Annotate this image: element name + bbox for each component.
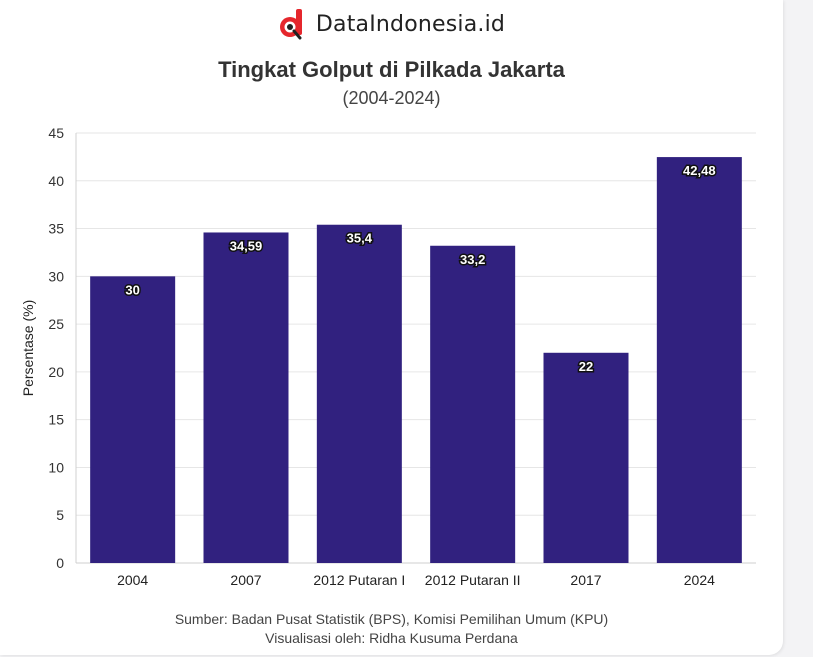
y-tick-label: 35 [48, 221, 64, 237]
x-tick-label: 2007 [230, 572, 261, 588]
data-label: 33,2 [460, 252, 485, 267]
bar [430, 245, 516, 563]
chart-title: Tingkat Golput di Pilkada Jakarta [218, 57, 565, 82]
data-label: 42,48 [683, 163, 716, 178]
y-tick-label: 40 [48, 173, 64, 189]
data-label: 35,4 [347, 231, 373, 246]
y-axis-title: Persentase (%) [20, 300, 36, 396]
y-tick-label: 10 [48, 459, 64, 475]
bar [90, 276, 176, 563]
y-tick-label: 5 [56, 507, 64, 523]
bar [656, 157, 742, 563]
data-label: 30 [125, 282, 139, 297]
x-tick-label: 2012 Putaran I [313, 572, 405, 588]
brand-header: DataIndonesia.id [0, 8, 783, 40]
source-note: Sumber: Badan Pusat Statistik (BPS), Kom… [174, 611, 609, 627]
data-label: 22 [579, 359, 593, 374]
x-tick-label: 2024 [684, 572, 715, 588]
dataindonesia-logo-icon [279, 9, 302, 40]
y-tick-label: 0 [56, 555, 64, 571]
y-tick-label: 30 [48, 268, 64, 284]
data-label: 34,59 [230, 238, 263, 253]
bar [203, 232, 289, 563]
bar-chart: 0 5 10 15 20 25 30 35 40 45 Persentase (%) 30 2004 34… [20, 125, 756, 588]
x-tick-label: 2017 [570, 572, 601, 588]
y-tick-label: 45 [48, 125, 64, 141]
y-tick-label: 20 [48, 364, 64, 380]
x-tick-label: 2004 [117, 572, 148, 588]
brand-name: DataIndonesia.id [315, 11, 506, 37]
bar [543, 352, 629, 563]
chart-subtitle: (2004-2024) [342, 88, 441, 108]
bar [316, 224, 402, 563]
credit-note: Visualisasi oleh: Ridha Kusuma Perdana [265, 630, 518, 646]
y-tick-label: 15 [48, 412, 64, 428]
y-tick-label: 25 [48, 316, 64, 332]
x-tick-label: 2012 Putaran II [425, 572, 521, 588]
chart-card: DataIndonesia.id Tingkat Golput di Pilka… [0, 0, 783, 655]
